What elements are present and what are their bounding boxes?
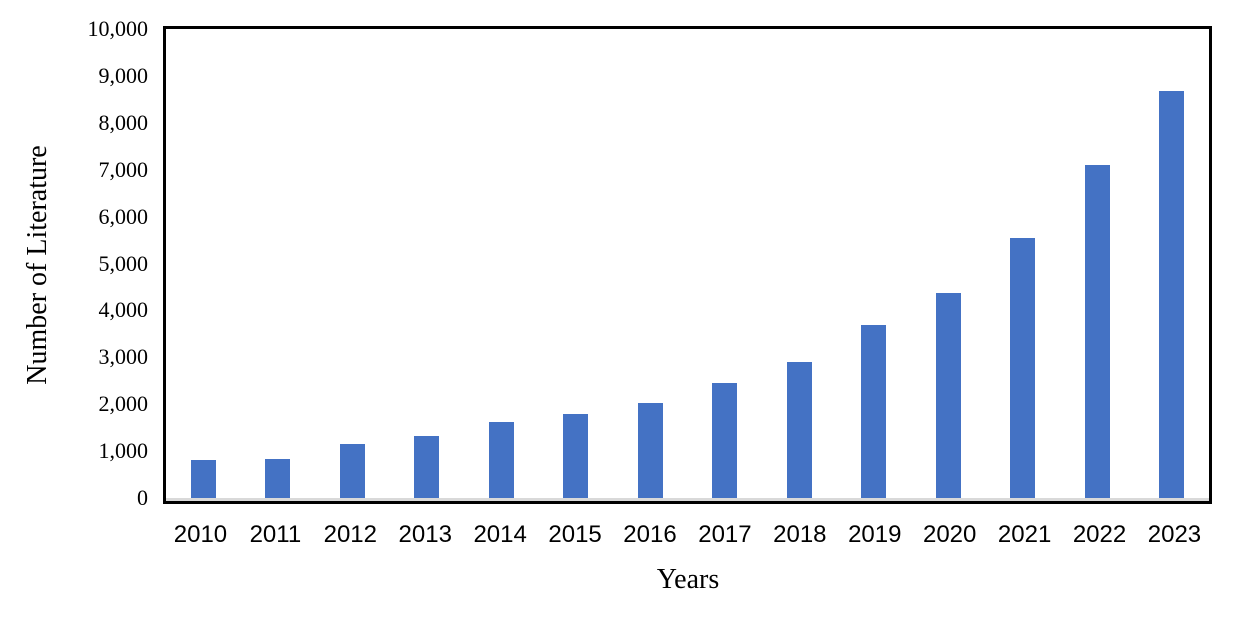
bar [1010, 237, 1036, 498]
y-tick-label: 3,000 [98, 344, 149, 370]
bar-cell [911, 29, 986, 498]
y-axis-tick-labels: 0 1,000 2,000 3,000 4,000 5,000 6,000 7,000 8,00… [0, 18, 149, 509]
bar-cell [464, 29, 539, 498]
x-axis-tick-labels: 2010 2011 2012 2013 2014 2015 2016 2017 2018 2019… [163, 521, 1212, 549]
bar [1084, 165, 1110, 498]
bar [339, 444, 365, 498]
plot-area [163, 26, 1212, 504]
bar [265, 458, 291, 498]
bar-cell [166, 29, 241, 498]
x-tick-label: 2015 [548, 521, 602, 548]
x-tick-label: 2013 [398, 521, 452, 548]
bar-cell [539, 29, 614, 498]
x-tick-label: 2010 [173, 521, 228, 548]
bar-cell [315, 29, 390, 498]
x-tick-label: 2022 [1072, 521, 1127, 548]
x-tick-label: 2023 [1147, 521, 1202, 548]
bar [712, 382, 738, 498]
bar-cell [688, 29, 763, 498]
bar [861, 324, 887, 498]
bar-cell [613, 29, 688, 498]
y-tick-label: 2,000 [98, 391, 149, 417]
bar-cell [1135, 29, 1210, 498]
bar-cell [986, 29, 1061, 498]
bar [563, 414, 589, 498]
bar [786, 362, 812, 498]
x-tick-label: 2011 [249, 521, 302, 548]
y-tick-label: 9,000 [98, 62, 149, 88]
bar-cell [390, 29, 465, 498]
x-tick-label: 2016 [623, 521, 677, 548]
bar [488, 422, 514, 498]
y-tick-label: 0 [137, 485, 148, 510]
x-tick-label: 2018 [773, 521, 827, 548]
x-tick-label: 2020 [922, 521, 977, 548]
bar-cell [762, 29, 837, 498]
y-tick-label: 4,000 [98, 297, 149, 323]
y-tick-label: 8,000 [98, 109, 149, 135]
bar-cell [241, 29, 316, 498]
y-tick-label: 10,000 [87, 16, 149, 41]
bars-container [166, 29, 1209, 498]
x-tick-label: 2012 [323, 521, 377, 548]
y-tick-label: 5,000 [98, 250, 149, 276]
bar [190, 460, 216, 498]
bar-cell [1060, 29, 1135, 498]
x-tick-label: 2014 [473, 521, 527, 548]
bar [935, 292, 961, 498]
x-tick-label: 2017 [698, 521, 752, 548]
y-tick-label: 7,000 [98, 156, 149, 182]
bar [1159, 90, 1185, 498]
bar [637, 402, 663, 498]
x-axis-title: Years [656, 564, 720, 595]
x-tick-label: 2021 [997, 521, 1052, 548]
y-tick-label: 1,000 [98, 438, 149, 464]
x-tick-label: 2019 [848, 521, 902, 548]
y-tick-label: 6,000 [98, 203, 149, 229]
bar [414, 435, 440, 498]
bar-cell [837, 29, 912, 498]
x-axis-line [166, 498, 1209, 501]
